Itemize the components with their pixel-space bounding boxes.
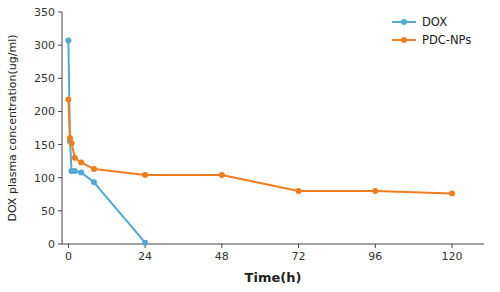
x-tick-label: 48 bbox=[215, 250, 229, 263]
series-marker bbox=[78, 159, 84, 165]
x-tick-label: 120 bbox=[442, 250, 463, 263]
series-marker bbox=[91, 166, 97, 172]
y-tick bbox=[58, 210, 62, 211]
x-tick-label: 72 bbox=[292, 250, 306, 263]
y-tick-label: 150 bbox=[34, 139, 55, 152]
y-tick bbox=[58, 244, 62, 245]
series-marker bbox=[372, 188, 378, 194]
x-tick bbox=[375, 244, 376, 248]
legend-marker bbox=[401, 19, 407, 25]
legend-marker bbox=[401, 37, 407, 43]
x-axis-line bbox=[62, 244, 484, 245]
y-tick bbox=[58, 144, 62, 145]
y-tick bbox=[58, 78, 62, 79]
y-tick-label: 200 bbox=[34, 105, 55, 118]
series-marker bbox=[449, 191, 455, 197]
series-marker bbox=[69, 140, 75, 146]
series-marker bbox=[72, 168, 78, 174]
legend-label: DOX bbox=[422, 15, 447, 29]
x-tick bbox=[221, 244, 222, 248]
x-tick bbox=[298, 244, 299, 248]
x-tick bbox=[452, 244, 453, 248]
y-tick bbox=[58, 45, 62, 46]
series-marker bbox=[65, 38, 71, 44]
y-tick-label: 50 bbox=[41, 205, 55, 218]
series-line bbox=[68, 41, 145, 243]
x-tick-label: 0 bbox=[65, 250, 72, 263]
x-tick-label: 96 bbox=[368, 250, 382, 263]
series-marker bbox=[65, 96, 71, 102]
series-marker bbox=[91, 179, 97, 185]
y-tick bbox=[58, 111, 62, 112]
y-tick-label: 0 bbox=[48, 238, 55, 251]
y-axis-label: DOX plasma concentration(ug/ml) bbox=[6, 34, 19, 221]
series-marker bbox=[296, 188, 302, 194]
series-marker bbox=[78, 169, 84, 175]
chart: 0 24 48 72 96 120 0 50 100 150 200 250 300 350 Time(h)… bbox=[0, 0, 500, 292]
x-axis-label: Time(h) bbox=[245, 270, 302, 285]
y-tick-label: 350 bbox=[34, 6, 55, 19]
series-marker bbox=[72, 155, 78, 161]
series-marker bbox=[219, 172, 225, 178]
y-axis-line bbox=[62, 12, 63, 244]
y-tick bbox=[58, 177, 62, 178]
legend: DOX PDC-NPs bbox=[392, 15, 471, 47]
plot-area bbox=[65, 38, 455, 246]
series-marker bbox=[142, 172, 148, 178]
y-tick-label: 250 bbox=[34, 72, 55, 85]
y-tick-label: 300 bbox=[34, 39, 55, 52]
y-tick bbox=[58, 12, 62, 13]
x-tick-label: 24 bbox=[138, 250, 152, 263]
series-line bbox=[68, 99, 452, 193]
legend-label: PDC-NPs bbox=[422, 33, 471, 47]
x-tick bbox=[68, 244, 69, 248]
y-tick-label: 100 bbox=[34, 172, 55, 185]
series-marker bbox=[67, 135, 73, 141]
series-marker bbox=[142, 240, 148, 246]
